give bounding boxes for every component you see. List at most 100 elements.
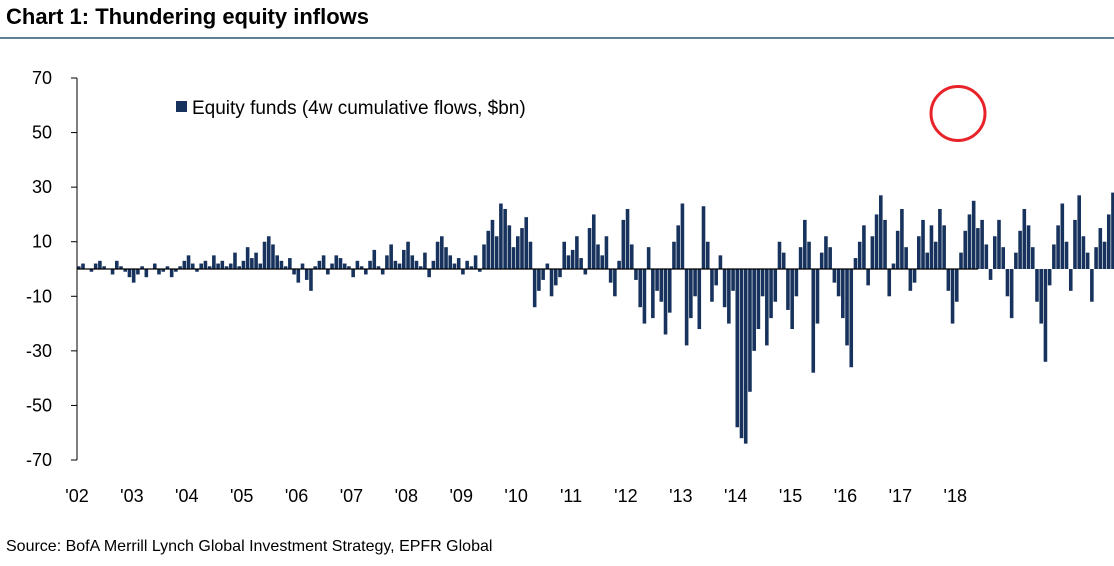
- bar-series: [77, 192, 1114, 444]
- bar: [440, 236, 444, 269]
- bar: [296, 269, 301, 283]
- x-tick-label: '15: [779, 486, 802, 506]
- bar: [950, 269, 955, 324]
- x-tick-label: '08: [395, 486, 418, 506]
- bar: [220, 260, 225, 269]
- bar: [1111, 192, 1114, 269]
- x-tick-label: '13: [669, 486, 692, 506]
- bar: [849, 269, 854, 368]
- bar: [971, 200, 976, 269]
- bar: [748, 269, 752, 392]
- bar: [182, 260, 187, 269]
- bar: [815, 269, 820, 324]
- bar: [689, 269, 693, 319]
- bar: [427, 269, 431, 278]
- x-tick-label: '12: [614, 486, 637, 506]
- bar: [304, 269, 309, 280]
- bar: [976, 228, 980, 269]
- axes: 70 50 30 10 -10 -30 -50 -70 '02 '03 '04 '05 '06 '07 '0…: [26, 68, 978, 506]
- bar: [756, 269, 761, 330]
- bar: [891, 263, 896, 269]
- bar: [216, 263, 220, 269]
- bar: [110, 269, 115, 275]
- bar: [1106, 214, 1111, 269]
- bar: [406, 241, 410, 269]
- bar: [1035, 269, 1039, 302]
- bar: [765, 269, 769, 346]
- bar: [334, 255, 339, 269]
- bar: [933, 241, 938, 269]
- bar: [212, 255, 216, 269]
- bar: [828, 247, 832, 269]
- bar: [803, 219, 807, 269]
- bar: [710, 269, 714, 302]
- bar: [1043, 269, 1048, 362]
- bar: [845, 269, 849, 346]
- bar: [1068, 269, 1073, 291]
- bar: [929, 225, 934, 269]
- bar: [448, 255, 453, 269]
- bar: [1060, 203, 1065, 269]
- highlight-circle: [929, 84, 987, 142]
- bar: [507, 225, 512, 269]
- x-tick-label: '17: [889, 486, 912, 506]
- bar: [292, 269, 296, 275]
- bar: [190, 263, 195, 269]
- y-tick-label: 70: [32, 68, 52, 88]
- bar: [722, 269, 727, 308]
- bar: [262, 241, 267, 269]
- bar: [786, 269, 790, 310]
- bar: [490, 219, 495, 269]
- bar: [355, 260, 360, 269]
- bar: [575, 236, 579, 269]
- bar: [570, 249, 575, 269]
- bar: [452, 263, 457, 269]
- chart-title: Chart 1: Thundering equity inflows: [6, 4, 369, 29]
- bar: [347, 266, 351, 269]
- bar: [503, 208, 507, 269]
- bar: [385, 255, 389, 269]
- bar: [811, 269, 816, 373]
- bar: [980, 219, 984, 269]
- bar: [921, 219, 925, 269]
- bar: [144, 269, 149, 278]
- bar: [250, 258, 254, 269]
- bar: [798, 247, 803, 269]
- bar: [904, 247, 908, 269]
- bar: [161, 269, 166, 272]
- bar: [186, 255, 191, 269]
- bar: [1077, 195, 1081, 269]
- bar: [114, 260, 119, 269]
- bar: [562, 241, 567, 269]
- bar: [617, 260, 621, 269]
- x-tick-label: '07: [340, 486, 363, 506]
- bar: [473, 255, 478, 269]
- bar: [997, 219, 1001, 269]
- bar: [672, 241, 676, 269]
- bar: [824, 236, 828, 269]
- bar: [157, 269, 161, 275]
- bar: [959, 252, 963, 269]
- bar: [199, 263, 204, 269]
- bar: [465, 260, 469, 269]
- bar: [511, 247, 516, 269]
- bar: [705, 241, 710, 269]
- bar: [402, 249, 406, 269]
- bar: [131, 269, 136, 283]
- bar: [410, 255, 415, 269]
- bar: [393, 260, 398, 269]
- bar: [836, 269, 841, 297]
- bar: [883, 219, 887, 269]
- bar: [326, 269, 330, 275]
- bar: [684, 269, 689, 346]
- bar: [954, 269, 959, 302]
- bar: [532, 269, 537, 308]
- bar: [659, 269, 664, 302]
- bar: [195, 269, 199, 272]
- x-tick-label: '16: [834, 486, 857, 506]
- x-tick-label: '10: [504, 486, 527, 506]
- x-tick-label: '04: [175, 486, 198, 506]
- bar: [1009, 269, 1014, 319]
- bar: [697, 269, 702, 330]
- bar: [279, 260, 284, 269]
